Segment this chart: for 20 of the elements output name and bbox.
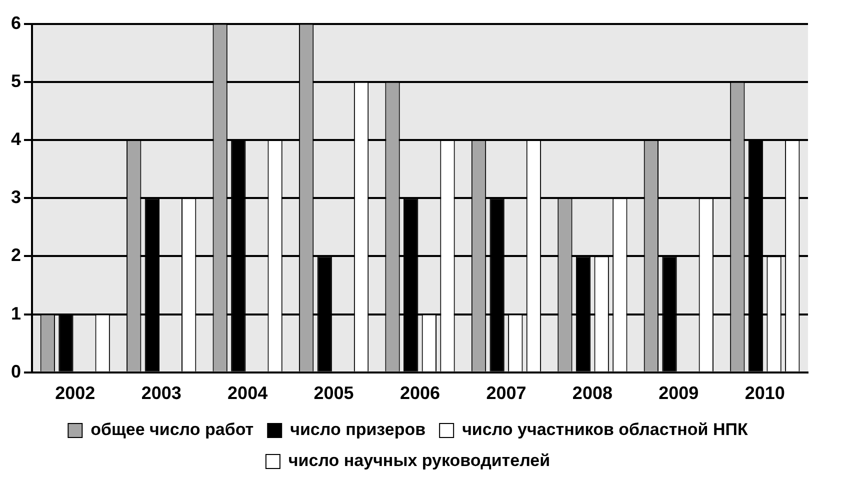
x-tick-label: 2003	[141, 383, 182, 404]
x-tick-label: 2005	[314, 383, 354, 404]
legend-label: общее число работ	[90, 420, 254, 440]
y-tick-label: 0	[10, 361, 22, 382]
x-tick-label: 2009	[658, 383, 699, 404]
x-tick-label: 2010	[744, 383, 785, 404]
y-tick-label: 3	[10, 187, 22, 208]
y-tick-label: 4	[10, 128, 22, 149]
x-tick-label: 2008	[572, 383, 612, 404]
y-tick-label: 1	[10, 303, 22, 324]
y-tick-label: 5	[10, 70, 22, 91]
legend-label: число научных руководителей	[288, 451, 550, 470]
x-tick-label: 2002	[55, 383, 96, 404]
x-tick-label: 2004	[228, 383, 268, 404]
x-tick-label: 2006	[400, 383, 440, 404]
legend-label: число призеров	[290, 420, 426, 440]
x-tick-label: 2007	[486, 383, 526, 404]
legend-label: число участников областной НПК	[462, 420, 748, 440]
y-tick-label: 6	[10, 12, 22, 33]
y-tick-label: 2	[10, 245, 22, 266]
